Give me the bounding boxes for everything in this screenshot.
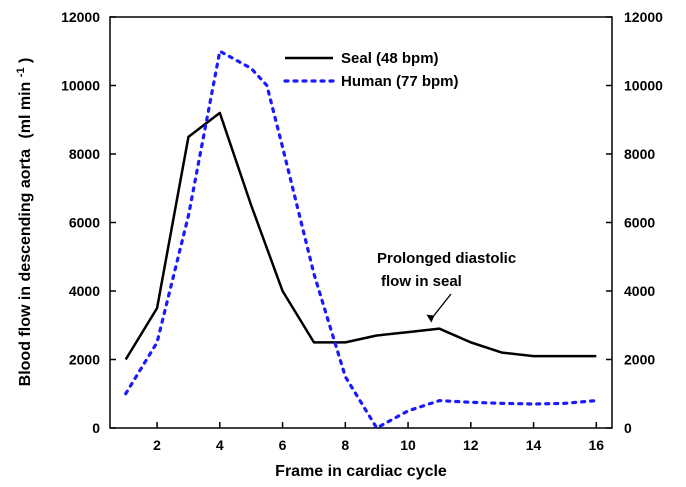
series-line-seal xyxy=(124,111,597,361)
x-tick-label: 12 xyxy=(463,437,479,453)
annotation-arrowhead xyxy=(426,314,435,323)
y-axis-title-main: Blood flow in descending aorta xyxy=(17,149,34,386)
annotation-line-2: flow in seal xyxy=(381,273,462,290)
right-y-tick-label: 0 xyxy=(624,420,632,436)
right-y-tick-label: 10000 xyxy=(624,78,663,94)
y-axis-title: Blood flow in descending aorta (ml min -… xyxy=(11,58,34,387)
x-axis-title: Frame in cardiac cycle xyxy=(275,463,447,480)
right-y-tick-label: 8000 xyxy=(624,146,655,162)
y-axis-title-close: ) xyxy=(17,58,34,63)
axis-ticks: 2 4 6 8 10 12 14 16 0 2000 4000 6000 8000 10000 12000 0… xyxy=(61,9,663,453)
y-tick-label: 0 xyxy=(92,420,100,436)
x-tick-label: 2 xyxy=(153,437,161,453)
series-line-human xyxy=(124,49,598,430)
right-y-tick-label: 4000 xyxy=(624,283,655,299)
annotation-arrow xyxy=(430,293,452,320)
legend: Seal (48 bpm) Human (77 bpm) xyxy=(283,50,459,90)
y-tick-label: 6000 xyxy=(69,215,100,231)
x-tick-label: 10 xyxy=(400,437,416,453)
y-tick-label: 12000 xyxy=(61,9,100,25)
right-y-tick-label: 6000 xyxy=(624,215,655,231)
legend-label: Seal (48 bpm) xyxy=(341,50,439,67)
x-tick-label: 4 xyxy=(216,437,224,453)
legend-label: Human (77 bpm) xyxy=(341,73,459,90)
y-tick-label: 2000 xyxy=(69,352,100,368)
x-tick-label: 6 xyxy=(279,437,287,453)
series-group xyxy=(124,49,598,430)
x-tick-label: 8 xyxy=(341,437,349,453)
annotation: Prolonged diastolic flow in seal xyxy=(377,250,516,323)
y-axis-title-sup: -1 xyxy=(15,67,27,77)
x-tick-label: 14 xyxy=(526,437,542,453)
x-tick-label: 16 xyxy=(589,437,605,453)
annotation-line-1: Prolonged diastolic xyxy=(377,250,516,267)
right-y-tick-label: 2000 xyxy=(624,352,655,368)
y-axis-title-unit: (ml min xyxy=(17,82,34,139)
y-tick-label: 10000 xyxy=(61,78,100,94)
right-y-tick-label: 12000 xyxy=(624,9,663,25)
y-tick-label: 4000 xyxy=(69,283,100,299)
y-tick-label: 8000 xyxy=(69,146,100,162)
